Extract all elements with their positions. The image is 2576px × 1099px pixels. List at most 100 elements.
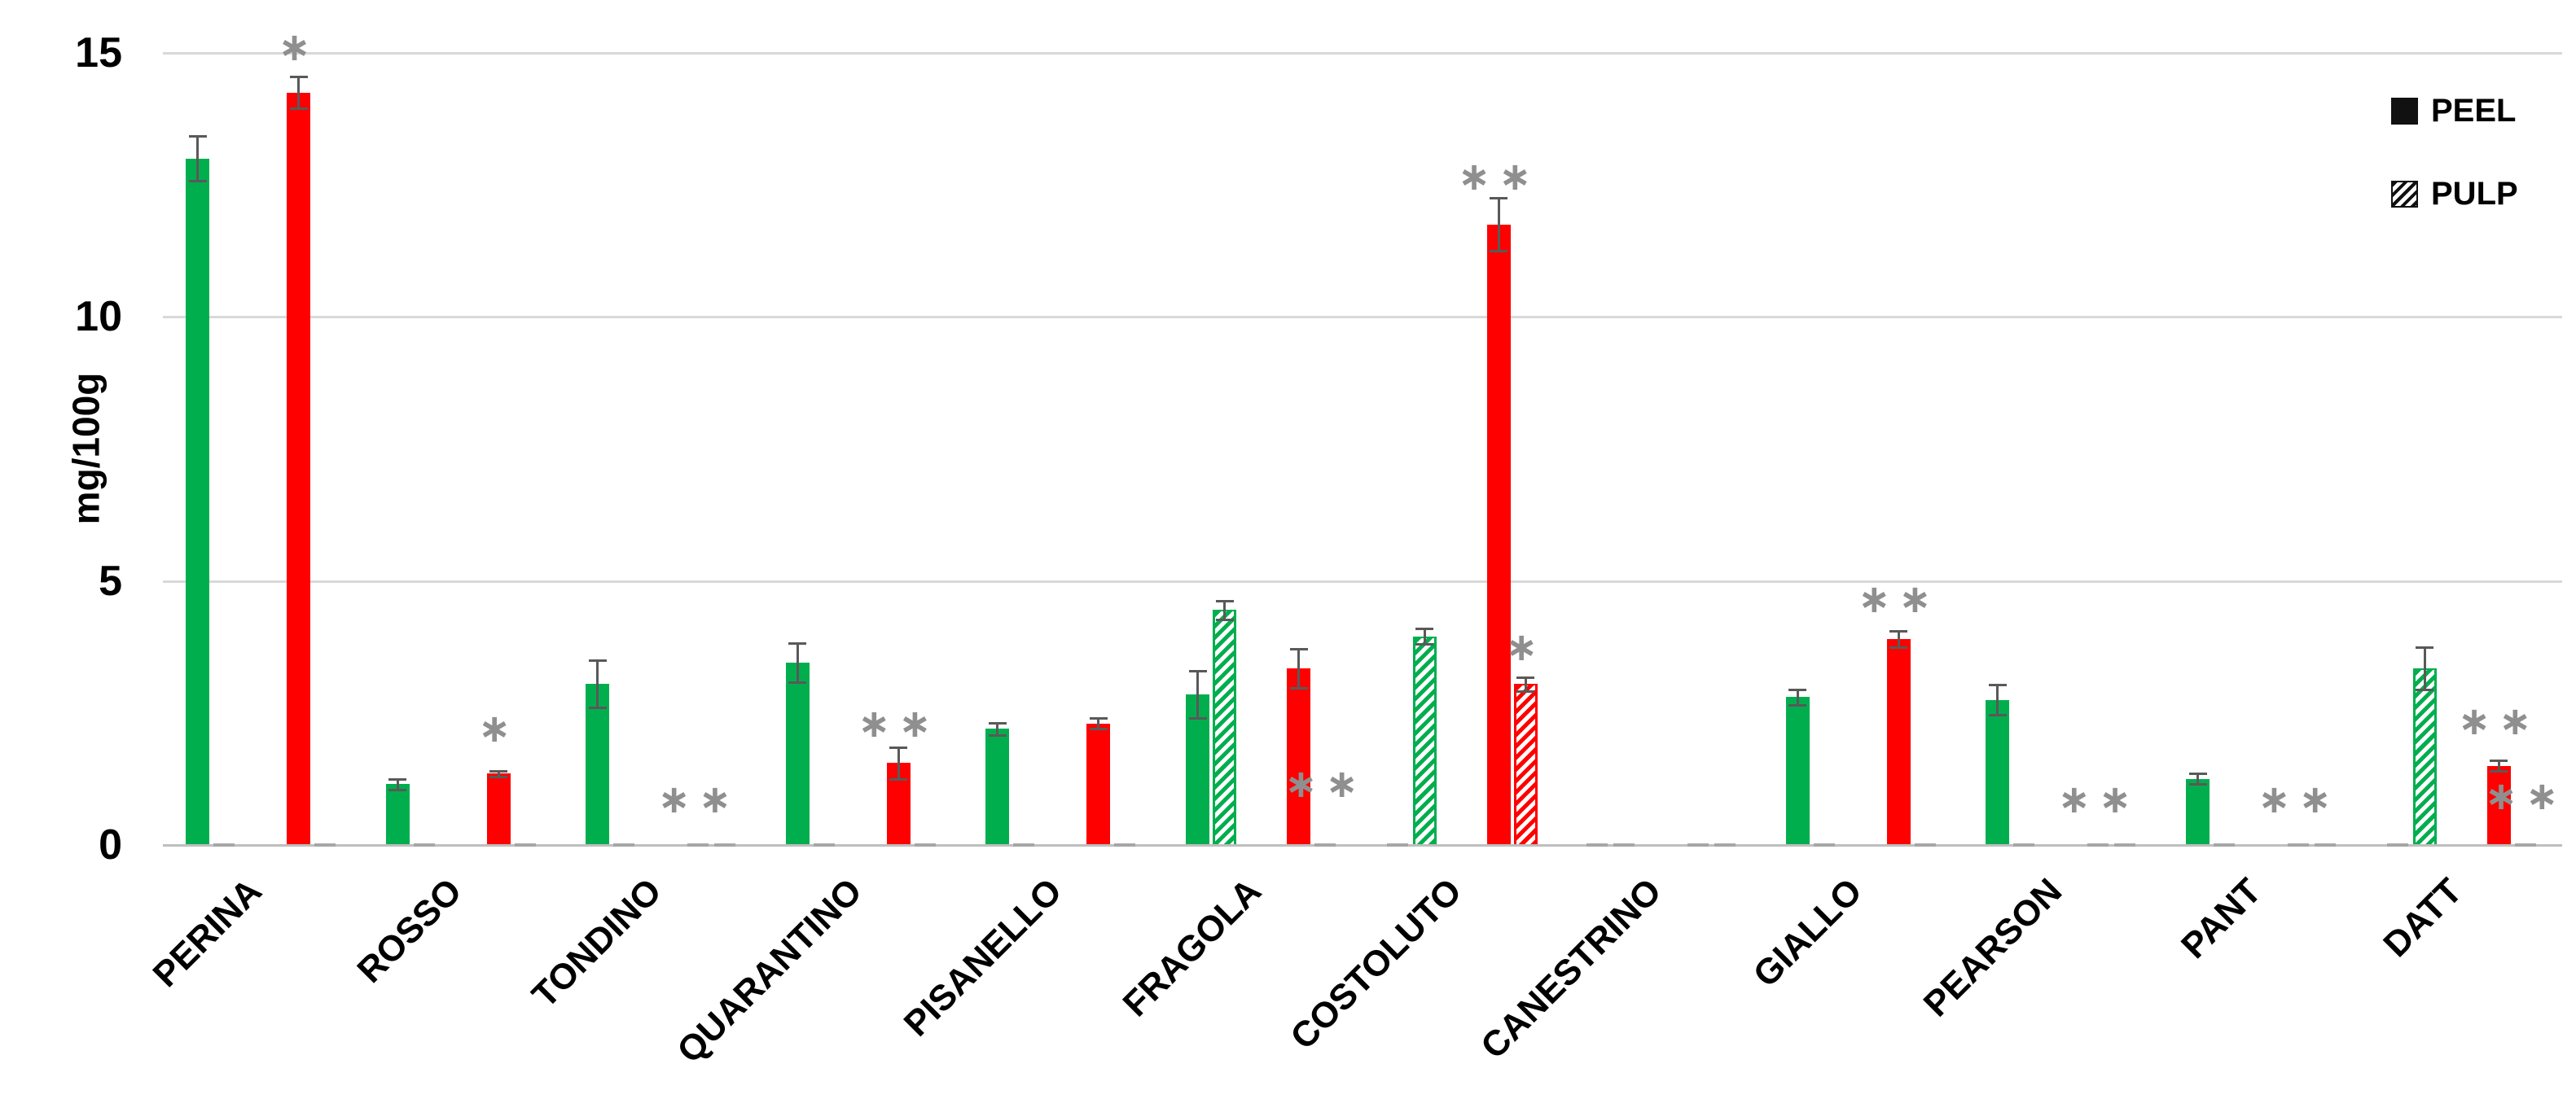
- error-bar-cap: [289, 107, 308, 111]
- error-bar-cap: [489, 769, 508, 773]
- error-bar: [396, 778, 399, 790]
- error-bar-cap: [1788, 688, 1807, 691]
- error-bar-cap: [1415, 643, 1434, 646]
- error-bar: [497, 770, 500, 777]
- significance-marker: ∗∗: [1457, 154, 1540, 200]
- error-bar: [1196, 670, 1199, 719]
- error-bar-cap: [889, 777, 908, 781]
- zero-bar-dash: [1914, 843, 1936, 847]
- bar-perina-peel: [287, 92, 310, 845]
- error-bar: [2423, 646, 2426, 690]
- gridline-y10: [163, 316, 2562, 319]
- zero-bar-dash: [2114, 843, 2136, 847]
- zero-bar-dash: [2514, 843, 2536, 847]
- error-bar-cap: [2490, 760, 2508, 763]
- error-bar: [1223, 600, 1226, 620]
- zero-bar-dash: [613, 843, 635, 847]
- error-bar: [196, 136, 199, 181]
- significance-marker: ∗∗: [2457, 698, 2540, 744]
- error-bar-cap: [1289, 686, 1308, 690]
- zero-bar-dash: [1813, 843, 1835, 847]
- zero-bar-dash: [2315, 843, 2336, 847]
- error-bar-cap: [1516, 676, 1535, 679]
- significance-marker: ∗∗: [1284, 761, 1367, 808]
- error-bar-cap: [788, 681, 807, 685]
- significance-marker: ∗: [278, 24, 319, 71]
- error-bar-cap: [1988, 713, 2007, 716]
- bar-pant-peel: [2186, 778, 2210, 845]
- significance-marker: ∗∗: [2057, 776, 2140, 822]
- bar-datt-peel: [2486, 765, 2511, 845]
- y-tick-label: 15: [75, 28, 122, 77]
- bar-rosso-peel: [486, 773, 511, 845]
- zero-bar-dash: [1586, 843, 1608, 847]
- y-axis-label: mg/100g: [64, 372, 108, 525]
- error-bar-cap: [2490, 770, 2508, 773]
- error-bar-cap: [2188, 773, 2207, 776]
- error-bar-cap: [1089, 717, 1108, 720]
- zero-bar-dash: [2013, 843, 2035, 847]
- y-tick-label: 10: [75, 293, 122, 341]
- legend-swatch-pulp-icon: [2391, 181, 2418, 208]
- zero-bar-dash: [2087, 843, 2109, 847]
- zero-bar-dash: [314, 843, 336, 847]
- error-bar-cap: [988, 721, 1007, 725]
- legend: PEEL PULP: [2391, 93, 2518, 259]
- error-bar-cap: [1788, 704, 1807, 707]
- category-label-costoluto: COSTOLUTO: [1283, 870, 1470, 1057]
- zero-bar-dash: [813, 843, 835, 847]
- error-bar: [1524, 676, 1527, 691]
- error-bar-cap: [1289, 647, 1308, 650]
- bar-costoluto-peel: [1486, 224, 1511, 845]
- error-bar: [1996, 685, 1999, 715]
- bar-perina-peel: [186, 158, 209, 845]
- error-bar-cap: [1889, 630, 1908, 633]
- category-label-rosso: ROSSO: [349, 870, 470, 991]
- error-bar-cap: [188, 135, 207, 138]
- zero-bar-dash: [1314, 843, 1336, 847]
- significance-marker: ∗: [477, 706, 520, 752]
- error-bar-cap: [2416, 646, 2434, 649]
- error-bar: [596, 659, 599, 708]
- category-label-canestrino: CANESTRINO: [1473, 870, 1670, 1067]
- error-bar-cap: [1215, 599, 1234, 602]
- zero-bar-dash: [1613, 843, 1635, 847]
- bar-datt-pulp: [2412, 668, 2437, 845]
- error-bar-cap: [188, 179, 207, 182]
- zero-bar-dash: [914, 843, 936, 847]
- error-bar-cap: [1089, 728, 1108, 731]
- error-bar: [1497, 198, 1500, 252]
- error-bar-cap: [1490, 197, 1508, 200]
- error-bar: [1423, 628, 1426, 645]
- error-bar-cap: [1215, 619, 1234, 621]
- category-label-tondino: TONDINO: [524, 870, 669, 1016]
- error-bar-cap: [1516, 690, 1535, 693]
- error-bar-cap: [2188, 783, 2207, 786]
- error-bar-cap: [489, 776, 508, 779]
- bar-giallo-peel: [1785, 697, 1810, 845]
- error-bar-cap: [889, 746, 908, 749]
- legend-item-peel: PEEL: [2391, 93, 2518, 129]
- error-bar: [1897, 631, 1900, 647]
- significance-marker: ∗∗: [858, 700, 940, 747]
- bar-rosso-peel: [385, 784, 410, 845]
- significance-marker: ∗∗: [657, 776, 739, 822]
- bar-pisanello-peel: [1086, 723, 1111, 845]
- category-label-pant: PANT: [2174, 870, 2270, 966]
- y-tick-label: 5: [99, 557, 122, 605]
- category-label-pisanello: PISANELLO: [896, 870, 1069, 1044]
- error-bar: [1796, 689, 1799, 706]
- error-bar-cap: [788, 642, 807, 646]
- zero-bar-dash: [714, 843, 736, 847]
- significance-marker: ∗∗: [1858, 576, 1940, 623]
- gridline-y15: [163, 51, 2562, 55]
- zero-bar-dash: [1114, 843, 1136, 847]
- zero-bar-dash: [2288, 843, 2309, 847]
- error-bar-cap: [388, 777, 407, 781]
- zero-bar-dash: [2214, 843, 2235, 847]
- error-bar: [1097, 718, 1100, 729]
- significance-marker: ∗: [1504, 624, 1547, 670]
- zero-bar-dash: [1386, 843, 1408, 847]
- zero-bar-dash: [1714, 843, 1736, 847]
